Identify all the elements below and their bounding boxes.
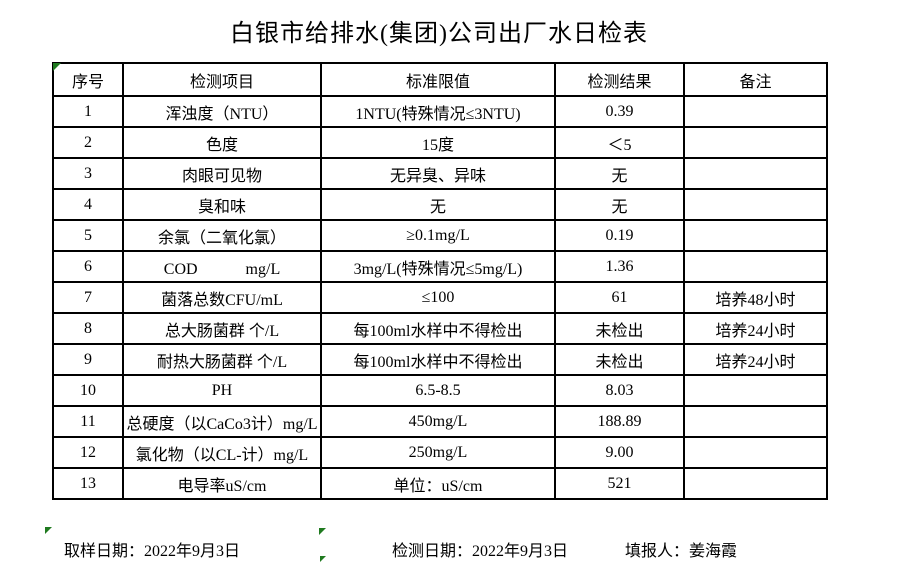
sampling-date-label: 取样日期：2022年9月3日 (64, 543, 241, 560)
cell-limit: 15度 (320, 126, 556, 159)
cell-seq: 4 (52, 188, 124, 221)
cell-note (683, 467, 828, 500)
cell-limit: 无 (320, 188, 556, 221)
cell-item: 余氯（二氧化氯） (122, 219, 322, 252)
cell-item: 色度 (122, 126, 322, 159)
cell-result: 1.36 (554, 250, 685, 283)
cell-item: 氯化物（以CL-计）mg/L (122, 436, 322, 469)
cell-result: 0.39 (554, 95, 685, 128)
inspection-table: 序号 检测项目 标准限值 检测结果 备注 1 浑浊度（NTU） 1NTU(特殊情… (52, 62, 828, 500)
cell-limit: 3mg/L(特殊情况≤5mg/L) (320, 250, 556, 283)
excel-error-triangle-icon (319, 528, 326, 535)
table-row: 4 臭和味 无 无 (52, 188, 828, 221)
cell-note (683, 95, 828, 128)
cell-seq: 13 (52, 467, 124, 500)
test-date-label: 检测日期：2022年9月3日 (392, 543, 569, 560)
cell-result: ＜5 (554, 126, 685, 159)
header-cell-item: 检测项目 (122, 62, 322, 97)
cell-note: 培养24小时 (683, 343, 828, 376)
cell-seq: 3 (52, 157, 124, 190)
table-header-row: 序号 检测项目 标准限值 检测结果 备注 (52, 62, 828, 97)
header-cell-seq: 序号 (52, 62, 124, 97)
cell-seq: 9 (52, 343, 124, 376)
cell-note (683, 250, 828, 283)
cell-note (683, 126, 828, 159)
cell-note (683, 405, 828, 438)
table-row: 10 PH 6.5-8.5 8.03 (52, 374, 828, 407)
cell-result: 9.00 (554, 436, 685, 469)
reporter-label: 填报人：姜海霞 (625, 543, 738, 560)
cell-limit: ≥0.1mg/L (320, 219, 556, 252)
cell-item: 电导率uS/cm (122, 467, 322, 500)
cell-seq: 10 (52, 374, 124, 407)
cell-seq: 6 (52, 250, 124, 283)
cell-limit: 1NTU(特殊情况≤3NTU) (320, 95, 556, 128)
cell-result: 188.89 (554, 405, 685, 438)
cell-item: 总硬度（以CaCo3计）mg/L (122, 405, 322, 438)
cell-seq: 1 (52, 95, 124, 128)
cell-seq: 11 (52, 405, 124, 438)
cell-limit: 单位：uS/cm (320, 467, 556, 500)
cell-item: 总大肠菌群 个/L (122, 312, 322, 345)
table-row: 1 浑浊度（NTU） 1NTU(特殊情况≤3NTU) 0.39 (52, 95, 828, 128)
table-row: 9 耐热大肠菌群 个/L 每100ml水样中不得检出 未检出 培养24小时 (52, 343, 828, 376)
cell-note (683, 374, 828, 407)
cell-result: 521 (554, 467, 685, 500)
header-cell-result: 检测结果 (554, 62, 685, 97)
table-row: 7 菌落总数CFU/mL ≤100 61 培养48小时 (52, 281, 828, 314)
cell-item: COD mg/L (122, 250, 322, 283)
cell-seq: 8 (52, 312, 124, 345)
cell-limit: 每100ml水样中不得检出 (320, 343, 556, 376)
cell-item: 菌落总数CFU/mL (122, 281, 322, 314)
cell-limit: 每100ml水样中不得检出 (320, 312, 556, 345)
cell-note (683, 436, 828, 469)
cell-item: PH (122, 374, 322, 407)
header-cell-note: 备注 (683, 62, 828, 97)
cell-item: 臭和味 (122, 188, 322, 221)
cell-item: 浑浊度（NTU） (122, 95, 322, 128)
cell-item: 耐热大肠菌群 个/L (122, 343, 322, 376)
cell-note: 培养48小时 (683, 281, 828, 314)
cell-note (683, 219, 828, 252)
cell-result: 未检出 (554, 312, 685, 345)
cell-seq: 5 (52, 219, 124, 252)
cell-result: 无 (554, 188, 685, 221)
cell-note: 培养24小时 (683, 312, 828, 345)
excel-error-triangle-icon (53, 63, 61, 71)
cell-result: 无 (554, 157, 685, 190)
page-title: 白银市给排水(集团)公司出厂水日检表 (230, 21, 648, 47)
cell-result: 61 (554, 281, 685, 314)
cell-note (683, 157, 828, 190)
table-row: 13 电导率uS/cm 单位：uS/cm 521 (52, 467, 828, 500)
cell-seq: 12 (52, 436, 124, 469)
table-row: 12 氯化物（以CL-计）mg/L 250mg/L 9.00 (52, 436, 828, 469)
cell-result: 8.03 (554, 374, 685, 407)
cell-limit: 无异臭、异味 (320, 157, 556, 190)
cell-result: 0.19 (554, 219, 685, 252)
cell-limit: 450mg/L (320, 405, 556, 438)
excel-error-triangle-icon (320, 556, 326, 562)
cell-seq: 7 (52, 281, 124, 314)
table-row: 6 COD mg/L 3mg/L(特殊情况≤5mg/L) 1.36 (52, 250, 828, 283)
cell-limit: 6.5-8.5 (320, 374, 556, 407)
table-row: 2 色度 15度 ＜5 (52, 126, 828, 159)
table-row: 5 余氯（二氧化氯） ≥0.1mg/L 0.19 (52, 219, 828, 252)
table-row: 3 肉眼可见物 无异臭、异味 无 (52, 157, 828, 190)
table-row: 8 总大肠菌群 个/L 每100ml水样中不得检出 未检出 培养24小时 (52, 312, 828, 345)
cell-result: 未检出 (554, 343, 685, 376)
table-row: 11 总硬度（以CaCo3计）mg/L 450mg/L 188.89 (52, 405, 828, 438)
excel-error-triangle-icon (45, 527, 52, 534)
cell-seq: 2 (52, 126, 124, 159)
header-cell-limit: 标准限值 (320, 62, 556, 97)
cell-item: 肉眼可见物 (122, 157, 322, 190)
cell-limit: 250mg/L (320, 436, 556, 469)
cell-limit: ≤100 (320, 281, 556, 314)
cell-note (683, 188, 828, 221)
